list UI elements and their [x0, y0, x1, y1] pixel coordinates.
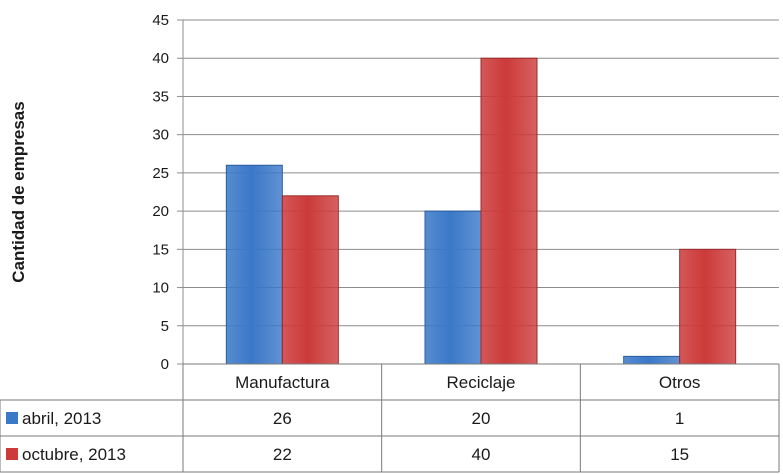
y-tick-label: 45	[152, 12, 169, 29]
table-cell: 15	[670, 445, 689, 464]
legend-label: octubre, 2013	[22, 445, 126, 464]
y-axis-ticks: 0 5 10 15 20 25 30 35 40 45	[152, 12, 169, 373]
bar-octubre-manufactura	[281, 195, 339, 365]
table-cell: 20	[472, 409, 491, 428]
y-axis-label: Cantidad de empresas	[9, 101, 28, 282]
table-cell: 26	[273, 409, 292, 428]
table-cell: 22	[273, 445, 292, 464]
bar-abril-otros	[623, 355, 681, 365]
bar-octubre-otros	[679, 248, 737, 365]
data-table: Manufactura Reciclaje Otros abril, 2013 26 20…	[0, 363, 780, 473]
bars	[225, 57, 737, 365]
y-tick-label: 30	[152, 127, 169, 144]
y-tick-label: 20	[152, 203, 169, 220]
legend-swatch	[6, 412, 18, 424]
legend-swatch	[6, 448, 18, 460]
table-cell: 1	[675, 409, 684, 428]
y-tick-label: 0	[161, 356, 169, 373]
legend-label: abril, 2013	[22, 409, 101, 428]
category-label: Otros	[659, 373, 701, 392]
table-cell: 40	[472, 445, 491, 464]
category-label: Manufactura	[235, 373, 330, 392]
y-tick-label: 5	[161, 318, 169, 335]
y-tick-label: 10	[152, 280, 169, 297]
y-tick-label: 35	[152, 88, 169, 105]
category-label: Reciclaje	[447, 373, 516, 392]
bar-abril-manufactura	[225, 164, 283, 365]
y-tick-label: 40	[152, 50, 169, 67]
y-tick-label: 15	[152, 241, 169, 258]
bar-octubre-reciclaje	[480, 57, 538, 365]
bar-abril-reciclaje	[424, 210, 482, 365]
y-tick-label: 25	[152, 165, 169, 182]
